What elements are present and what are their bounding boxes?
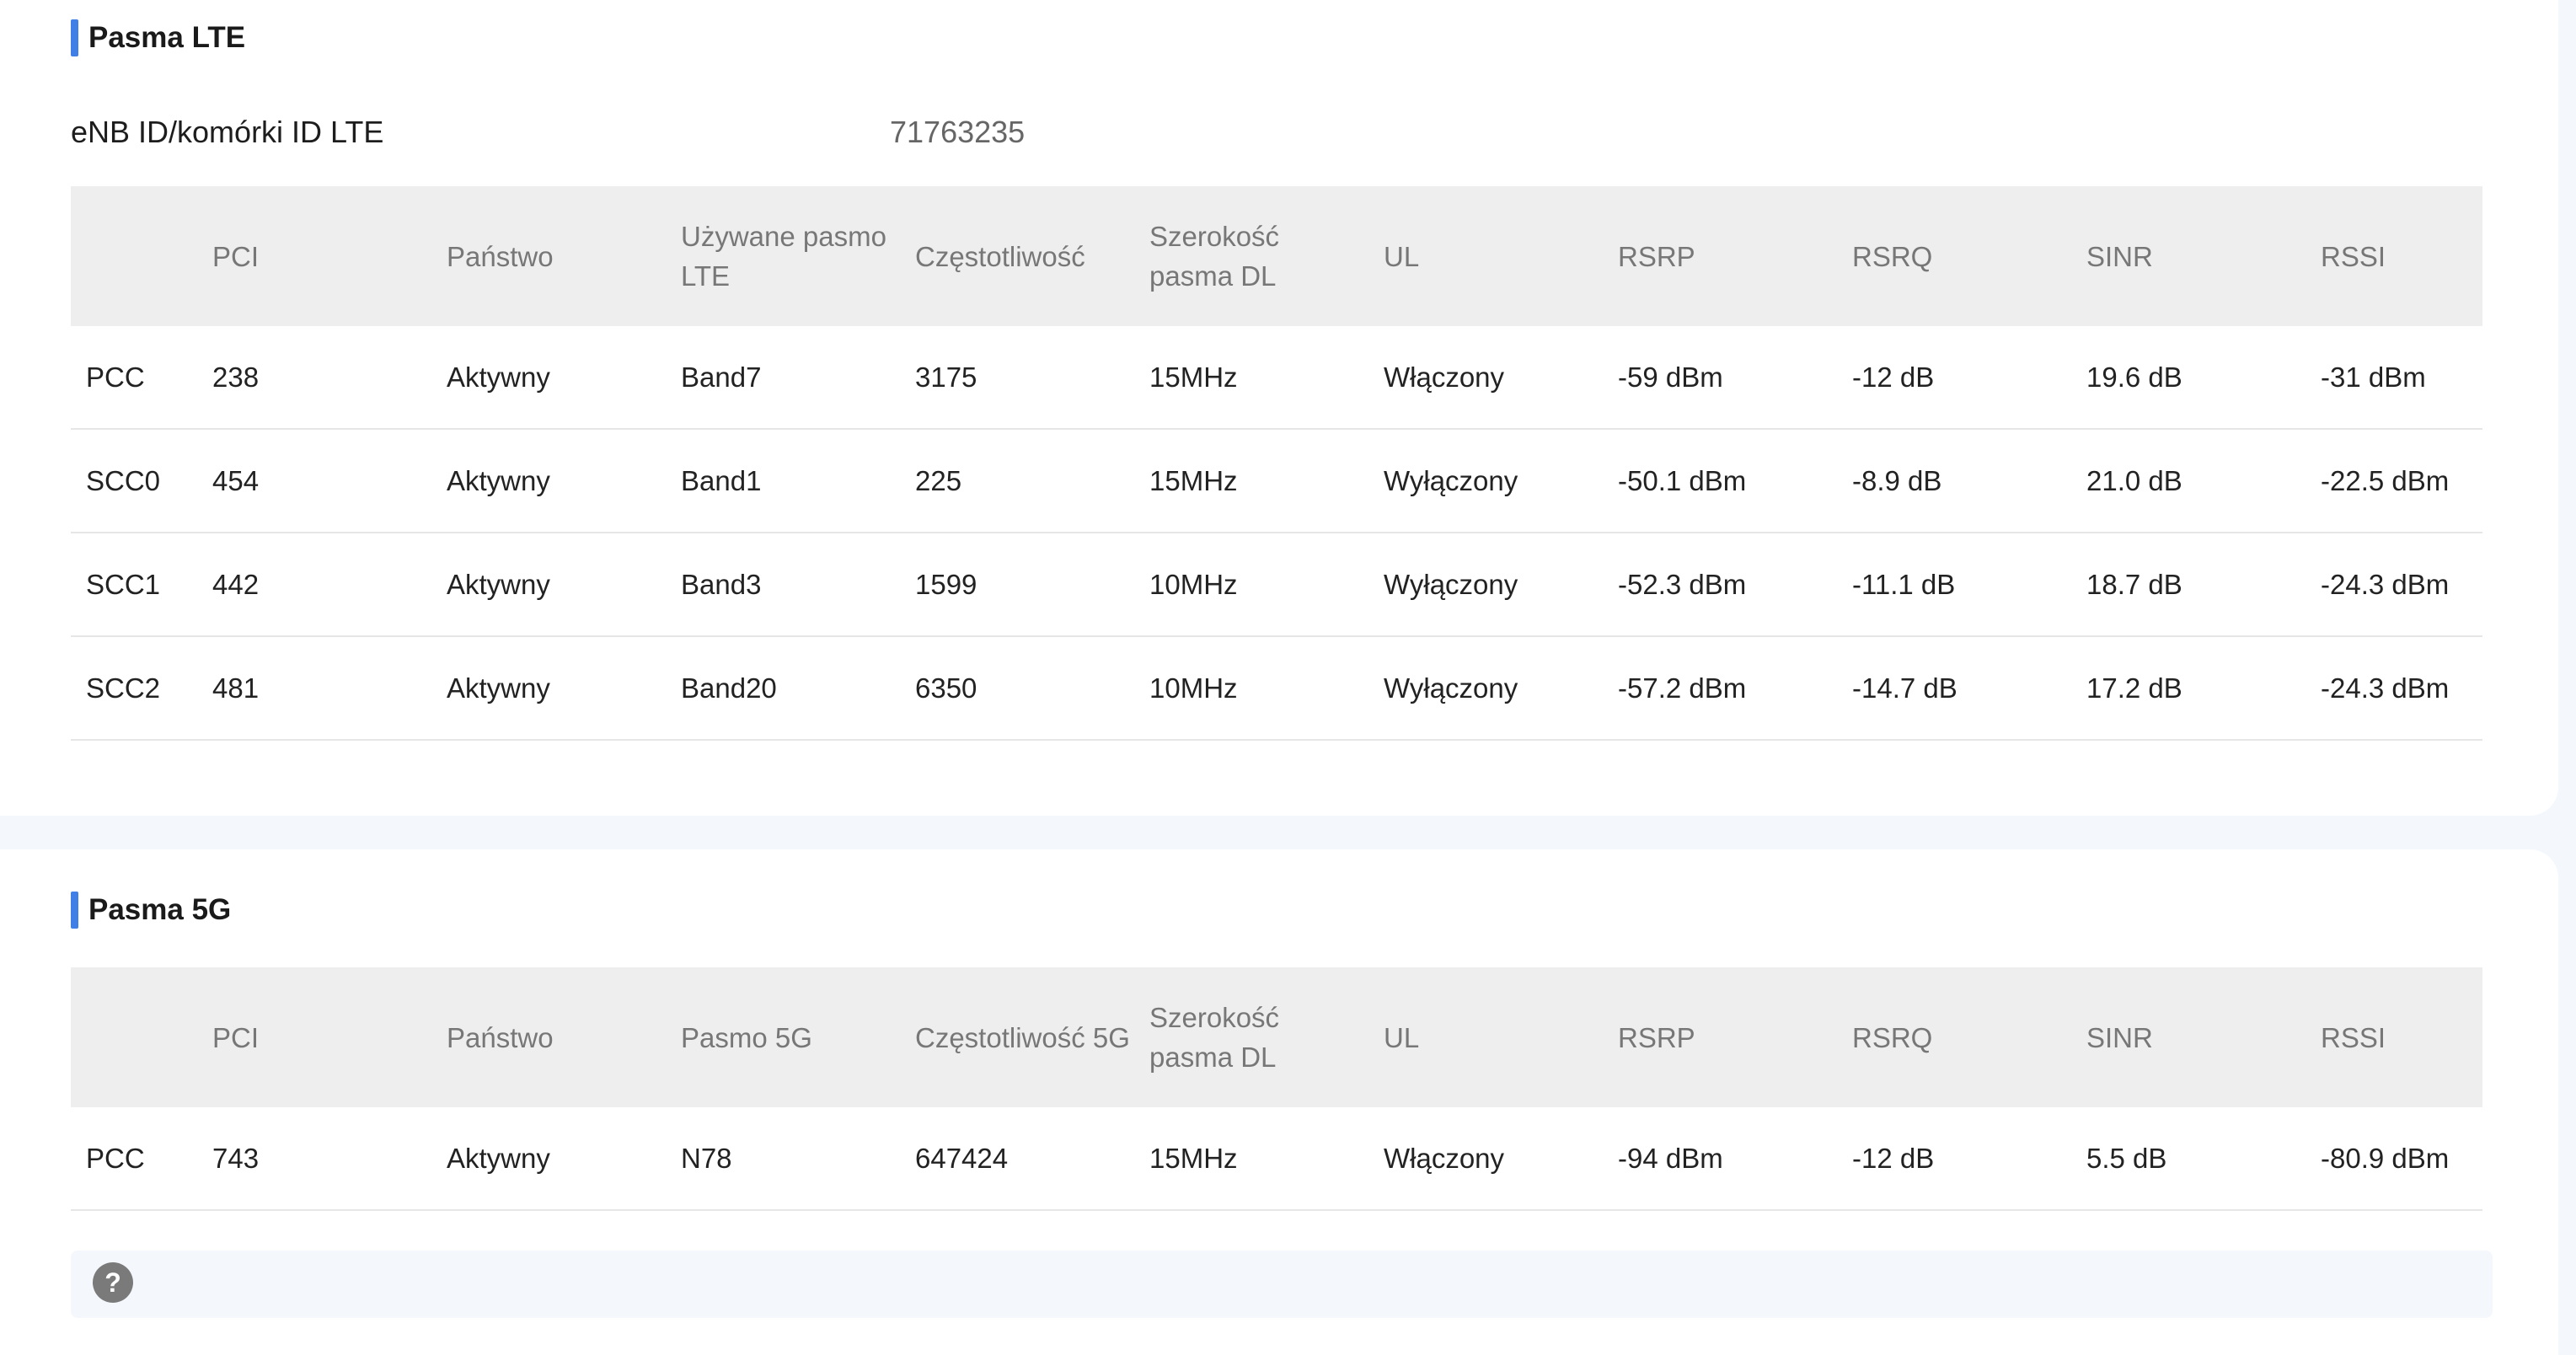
cell-pci: 442 (197, 533, 431, 637)
cell-rsrp: -52.3 dBm (1603, 533, 1837, 637)
col-header-band: Używane pasmo LTE (666, 186, 900, 326)
table-row: SCC0 454 Aktywny Band1 225 15MHz Wyłączony -50.… (71, 429, 2482, 533)
cell-rssi: -24.3 dBm (2306, 636, 2482, 741)
cell-rsrq: -14.7 dB (1837, 636, 2071, 741)
cell-rsrq: -12 dB (1837, 1107, 2071, 1211)
cell-frequency: 225 (900, 429, 1134, 533)
5g-section-title: Pasma 5G (71, 891, 231, 929)
cell-rsrp: -94 dBm (1603, 1107, 1837, 1211)
col-header-state: Państwo (431, 186, 666, 326)
lte-title-text: Pasma LTE (88, 21, 246, 54)
cell-pci: 454 (197, 429, 431, 533)
cell-sinr: 5.5 dB (2071, 1107, 2306, 1211)
col-header-sinr: SINR (2071, 186, 2306, 326)
enb-id-value: 71763235 (890, 115, 1026, 149)
cell-bandwidth: 10MHz (1134, 533, 1368, 637)
lte-header-row: PCI Państwo Używane pasmo LTE Częstotliwo… (71, 186, 2482, 326)
cell-ul: Włączony (1368, 1107, 1603, 1211)
5g-bands-table: PCI Państwo Pasmo 5G Częstotliwość 5G Sz… (71, 967, 2482, 1211)
cell-rssi: -24.3 dBm (2306, 533, 2482, 637)
cell-state: Aktywny (431, 1107, 666, 1211)
col-header-bandwidth: Szerokość pasma DL (1134, 967, 1368, 1107)
cell-rsrp: -57.2 dBm (1603, 636, 1837, 741)
title-accent-bar (71, 19, 78, 56)
lte-bands-table: PCI Państwo Używane pasmo LTE Częstotliwo… (71, 186, 2482, 741)
help-box: ? (71, 1251, 2493, 1318)
5g-title-text: Pasma 5G (88, 893, 232, 926)
cell-ul: Wyłączony (1368, 533, 1603, 637)
cell-carrier: PCC (71, 1107, 197, 1211)
col-header-state: Państwo (431, 967, 666, 1107)
cell-frequency: 6350 (900, 636, 1134, 741)
title-accent-bar (71, 892, 78, 929)
cell-rssi: -31 dBm (2306, 326, 2482, 430)
cell-pci: 481 (197, 636, 431, 741)
table-row: PCC 238 Aktywny Band7 3175 15MHz Włączony -59 d… (71, 326, 2482, 430)
cell-carrier: SCC2 (71, 636, 197, 741)
col-header-pci: PCI (197, 967, 431, 1107)
col-header-ul: UL (1368, 186, 1603, 326)
lte-section-title: Pasma LTE (71, 19, 245, 57)
enb-id-label: eNB ID/komórki ID LTE (71, 115, 384, 149)
cell-rsrq: -12 dB (1837, 326, 2071, 430)
cell-carrier: PCC (71, 326, 197, 430)
5g-header-row: PCI Państwo Pasmo 5G Częstotliwość 5G Sz… (71, 967, 2482, 1107)
col-header-frequency: Częstotliwość (900, 186, 1134, 326)
cell-carrier: SCC0 (71, 429, 197, 533)
col-header-rsrp: RSRP (1603, 186, 1837, 326)
cell-rssi: -80.9 dBm (2306, 1107, 2482, 1211)
cell-rsrq: -11.1 dB (1837, 533, 2071, 637)
col-header-pci: PCI (197, 186, 431, 326)
cell-band: Band3 (666, 533, 900, 637)
col-header-sinr: SINR (2071, 967, 2306, 1107)
cell-frequency: 3175 (900, 326, 1134, 430)
col-header-ul: UL (1368, 967, 1603, 1107)
cell-bandwidth: 15MHz (1134, 1107, 1368, 1211)
col-header-rsrq: RSRQ (1837, 967, 2071, 1107)
table-row: PCC 743 Aktywny N78 647424 15MHz Włączony -94 d… (71, 1107, 2482, 1211)
cell-ul: Wyłączony (1368, 636, 1603, 741)
cell-band: N78 (666, 1107, 900, 1211)
cell-bandwidth: 10MHz (1134, 636, 1368, 741)
cell-rsrp: -59 dBm (1603, 326, 1837, 430)
cell-ul: Wyłączony (1368, 429, 1603, 533)
cell-frequency: 647424 (900, 1107, 1134, 1211)
cell-state: Aktywny (431, 636, 666, 741)
cell-sinr: 17.2 dB (2071, 636, 2306, 741)
col-header-rsrq: RSRQ (1837, 186, 2071, 326)
cell-sinr: 18.7 dB (2071, 533, 2306, 637)
cell-rssi: -22.5 dBm (2306, 429, 2482, 533)
cell-bandwidth: 15MHz (1134, 429, 1368, 533)
cell-state: Aktywny (431, 429, 666, 533)
col-header-bandwidth: Szerokość pasma DL (1134, 186, 1368, 326)
cell-frequency: 1599 (900, 533, 1134, 637)
cell-state: Aktywny (431, 326, 666, 430)
col-header-carrier (71, 186, 197, 326)
col-header-frequency: Częstotliwość 5G (900, 967, 1134, 1107)
col-header-rssi: RSSI (2306, 186, 2482, 326)
cell-rsrp: -50.1 dBm (1603, 429, 1837, 533)
cell-carrier: SCC1 (71, 533, 197, 637)
col-header-band: Pasmo 5G (666, 967, 900, 1107)
cell-ul: Włączony (1368, 326, 1603, 430)
cell-band: Band1 (666, 429, 900, 533)
cell-sinr: 19.6 dB (2071, 326, 2306, 430)
col-header-rsrp: RSRP (1603, 967, 1837, 1107)
cell-band: Band7 (666, 326, 900, 430)
col-header-carrier (71, 967, 197, 1107)
col-header-rssi: RSSI (2306, 967, 2482, 1107)
table-row: SCC1 442 Aktywny Band3 1599 10MHz Wyłączony -52… (71, 533, 2482, 637)
cell-pci: 743 (197, 1107, 431, 1211)
cell-bandwidth: 15MHz (1134, 326, 1368, 430)
cell-rsrq: -8.9 dB (1837, 429, 2071, 533)
cell-band: Band20 (666, 636, 900, 741)
cell-sinr: 21.0 dB (2071, 429, 2306, 533)
question-icon[interactable]: ? (93, 1262, 133, 1303)
cell-pci: 238 (197, 326, 431, 430)
table-row: SCC2 481 Aktywny Band20 6350 10MHz Wyłączony -5… (71, 636, 2482, 741)
cell-state: Aktywny (431, 533, 666, 637)
